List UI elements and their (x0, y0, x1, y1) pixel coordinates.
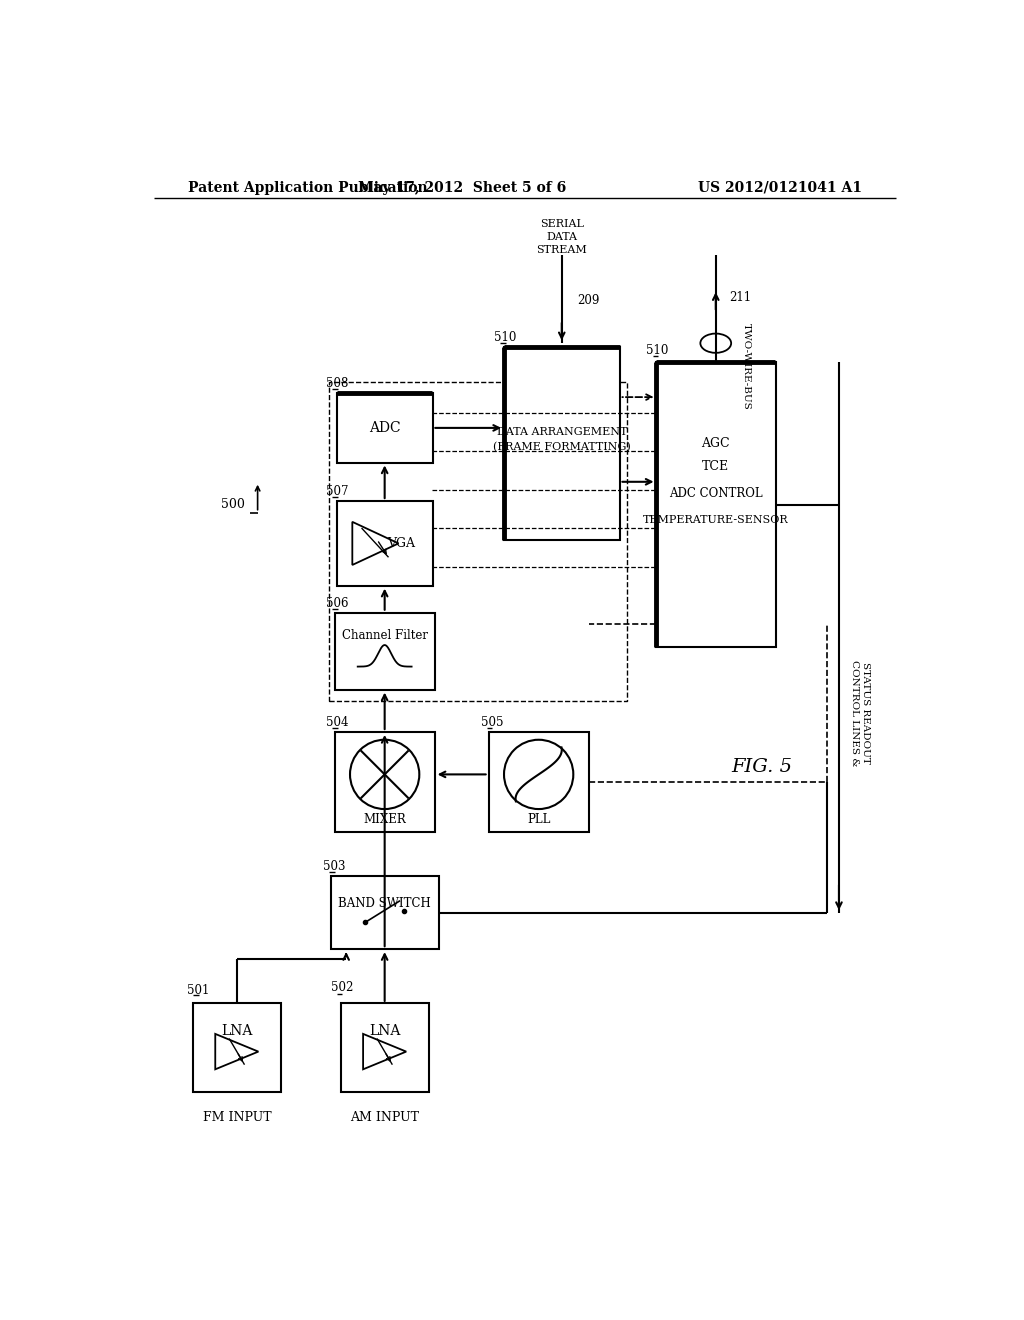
Text: DATA ARRANGEMENT: DATA ARRANGEMENT (497, 426, 627, 437)
Text: TCE: TCE (702, 459, 729, 473)
Text: May 17, 2012  Sheet 5 of 6: May 17, 2012 Sheet 5 of 6 (357, 181, 566, 194)
Bar (337, 502, 433, 586)
Bar (656, 363, 776, 647)
Text: 501: 501 (186, 983, 209, 997)
Text: AGC: AGC (701, 437, 730, 450)
Text: LNA: LNA (369, 1024, 400, 1038)
Bar (341, 1003, 429, 1092)
Text: VGA: VGA (388, 537, 416, 550)
Bar (331, 876, 438, 949)
Text: 507: 507 (326, 484, 348, 498)
Text: 510: 510 (646, 345, 669, 358)
Text: 502: 502 (331, 981, 353, 994)
Text: PLL: PLL (527, 813, 550, 825)
Text: 510: 510 (494, 330, 516, 343)
Bar (193, 1003, 282, 1092)
Text: ADC: ADC (369, 421, 400, 434)
Text: LNA: LNA (221, 1024, 253, 1038)
Text: 508: 508 (326, 376, 348, 389)
Bar (330, 381, 628, 701)
Text: ADC CONTROL: ADC CONTROL (669, 487, 763, 500)
Text: US 2012/0121041 A1: US 2012/0121041 A1 (698, 181, 862, 194)
Text: MIXER: MIXER (364, 813, 407, 825)
Bar (337, 393, 433, 462)
Text: DATA: DATA (546, 232, 578, 242)
Text: 505: 505 (481, 715, 504, 729)
Text: 209: 209 (578, 294, 599, 308)
Text: 211: 211 (730, 290, 752, 304)
Text: TEMPERATURE-SENSOR: TEMPERATURE-SENSOR (643, 515, 788, 525)
Text: 504: 504 (326, 715, 348, 729)
Text: BAND SWITCH: BAND SWITCH (338, 898, 431, 911)
Text: Channel Filter: Channel Filter (342, 630, 428, 643)
Text: 506: 506 (326, 597, 348, 610)
Bar (488, 733, 589, 832)
Text: SERIAL: SERIAL (540, 219, 584, 228)
Text: (FRAME FORMATTING): (FRAME FORMATTING) (493, 442, 631, 453)
Text: FM INPUT: FM INPUT (203, 1110, 271, 1123)
Text: FIG. 5: FIG. 5 (731, 758, 793, 776)
Text: AM INPUT: AM INPUT (350, 1110, 419, 1123)
Text: 500: 500 (220, 499, 245, 511)
Bar (335, 612, 435, 689)
Text: STREAM: STREAM (537, 246, 587, 255)
Text: STATUS READOUT: STATUS READOUT (861, 661, 870, 764)
Bar (504, 347, 620, 540)
Text: TWO-WIRE-BUS: TWO-WIRE-BUS (742, 323, 751, 409)
Bar (335, 733, 435, 832)
Text: CONTROL LINES &: CONTROL LINES & (850, 660, 859, 766)
Text: 503: 503 (323, 861, 345, 874)
Text: Patent Application Publication: Patent Application Publication (188, 181, 428, 194)
